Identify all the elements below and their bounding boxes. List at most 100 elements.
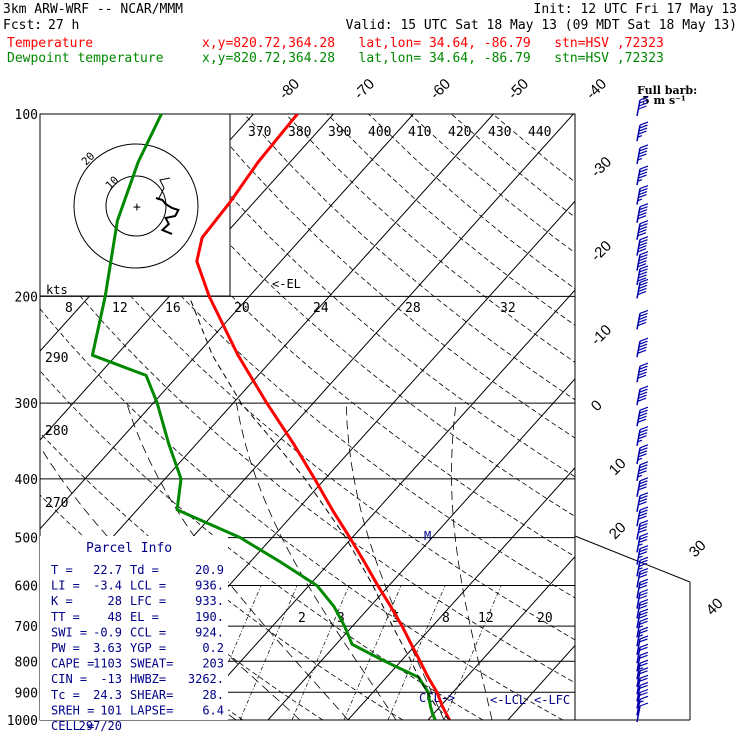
wind-barb-flag xyxy=(639,168,648,173)
parcel-info-value: 933. xyxy=(195,594,224,608)
wind-barb-flag xyxy=(639,124,648,129)
parcel-info-key: K = xyxy=(51,594,73,608)
parcel-info-value: 190. xyxy=(195,610,224,624)
pressure-tick-label: 600 xyxy=(15,580,38,595)
wind-barb-flag xyxy=(639,447,648,452)
wind-barb-flag xyxy=(639,385,649,390)
wind-barb-flag xyxy=(639,506,649,511)
wind-barb-flag xyxy=(639,523,648,528)
wind-barb-half-flag xyxy=(638,567,643,570)
dry-adiabat-line xyxy=(40,494,324,720)
hodograph-ring xyxy=(105,175,167,237)
wind-barb-flag xyxy=(639,598,649,604)
wind-barb-flag xyxy=(639,236,649,241)
parcel-info-key: YGP = xyxy=(130,641,166,655)
wind-barb-flag xyxy=(638,435,647,440)
parcel-info-key: SREH = xyxy=(51,703,94,717)
wind-barb-flag xyxy=(639,654,648,659)
wind-barb-flag xyxy=(639,646,648,651)
wind-barb-half-flag xyxy=(638,625,644,628)
isotherm-line xyxy=(668,114,740,720)
temperature-axis-label: -70 xyxy=(351,75,378,102)
mixing-ratio-label: 8 xyxy=(442,611,450,626)
dry-adiabat-line xyxy=(326,114,575,326)
parcel-info-key: HWBZ= xyxy=(130,672,166,686)
theta-label: 380 xyxy=(288,125,311,140)
wind-barb-flag xyxy=(639,581,648,586)
wind-barb-flag xyxy=(639,556,649,561)
wind-barb-flag xyxy=(638,153,647,158)
mean-annotation: M xyxy=(424,529,431,543)
parcel-info-key: CIN = xyxy=(51,672,87,686)
wind-barb-flag xyxy=(639,121,649,126)
parcel-info-key: LI = xyxy=(51,579,80,593)
wind-barb-flag xyxy=(637,397,647,402)
wind-barb-flag xyxy=(639,99,648,104)
mixing-ratio-label: 5 xyxy=(392,611,400,626)
wind-barb-half-flag xyxy=(637,178,643,182)
wind-barb-flag xyxy=(638,486,647,491)
wind-barb-flag xyxy=(638,412,648,417)
theta-label: 440 xyxy=(528,125,551,140)
parcel-info-key: SWI = xyxy=(51,625,87,639)
wind-barb-staff xyxy=(636,705,641,723)
wind-barb xyxy=(636,681,649,702)
legend-temperature-name: Temperature xyxy=(7,36,94,51)
wind-barb-flag xyxy=(637,374,647,379)
wind-barb-flag xyxy=(639,635,649,640)
wind-barb-flag xyxy=(639,96,649,101)
theta-label: 390 xyxy=(328,125,351,140)
wet-bulb-label: 24 xyxy=(313,301,329,316)
wind-barb xyxy=(636,121,649,142)
wind-barb-flag xyxy=(639,548,648,553)
barb-legend-unit: 5 m s⁻¹ xyxy=(642,94,686,107)
legend-dewpoint-name: Dewpoint temperature xyxy=(7,51,164,66)
wind-barb-flag xyxy=(639,684,648,690)
dry-adiabat-line xyxy=(451,114,575,218)
parcel-info-value: 24.3 xyxy=(93,688,122,702)
wind-barb xyxy=(636,635,649,656)
temperature-axis-label: -20 xyxy=(588,237,615,264)
wind-barb-flag xyxy=(638,371,647,376)
temperature-axis-label: 40 xyxy=(703,595,727,619)
el-annotation: <-EL xyxy=(272,277,301,291)
wind-barb xyxy=(636,406,649,427)
pressure-tick-label: 200 xyxy=(15,290,38,305)
wind-barb-flag xyxy=(637,248,647,253)
wind-barb-flag xyxy=(639,337,649,342)
mixing-ratio-line xyxy=(443,585,502,720)
wind-barb xyxy=(636,165,649,186)
wind-barb-flag xyxy=(638,498,648,503)
dry-adiabat-line xyxy=(40,245,575,684)
wind-barb-flag xyxy=(639,495,648,500)
wind-barb-flag xyxy=(638,190,648,196)
parcel-info-value: 936. xyxy=(195,579,224,593)
parcel-info-key: CELL = xyxy=(51,719,94,733)
wind-barb-flag xyxy=(639,278,649,283)
temperature-axis-label: -50 xyxy=(505,75,532,102)
wind-barb-flag xyxy=(638,584,648,589)
theta-label: 430 xyxy=(488,125,511,140)
wind-barb xyxy=(636,556,649,577)
wet-bulb-label: 8 xyxy=(65,301,73,316)
wind-barb-flag xyxy=(639,688,649,694)
parcel-info-key: PW = xyxy=(51,641,80,655)
wind-barb-flag xyxy=(638,467,648,472)
wind-barb-flag xyxy=(639,187,648,193)
wind-barb xyxy=(636,203,649,223)
wind-barb xyxy=(636,236,649,256)
parcel-info-key: T = xyxy=(51,563,73,577)
wind-barb xyxy=(636,651,649,672)
wind-barb-flag xyxy=(639,268,648,273)
pressure-tick-label: 100 xyxy=(15,108,38,123)
wind-barb-flag xyxy=(638,212,647,217)
wind-barb-flag xyxy=(639,223,648,228)
wind-barb-flag xyxy=(638,274,647,279)
parcel-info-key: CCL = xyxy=(130,625,166,639)
wind-barb-flag xyxy=(638,102,648,107)
wind-barb-flag xyxy=(638,209,648,214)
wind-barb-half-flag xyxy=(637,439,643,443)
wind-barb-flag xyxy=(639,691,648,697)
wet-bulb-label: 16 xyxy=(165,301,181,316)
lcl-annotation: <-LCL xyxy=(490,693,526,707)
